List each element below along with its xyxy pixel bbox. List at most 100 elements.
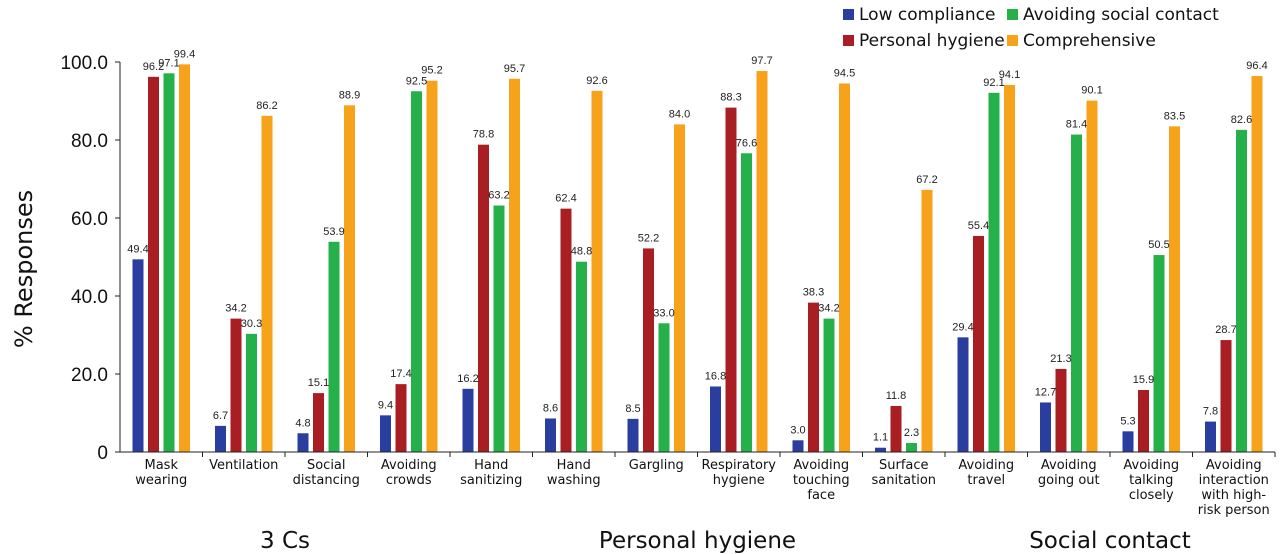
data-label: 17.4 [390, 368, 411, 380]
bar [163, 73, 175, 452]
bar [643, 248, 654, 452]
data-label: 33.0 [653, 307, 674, 319]
data-label: 52.2 [638, 232, 659, 244]
bar [627, 418, 639, 452]
x-tick-label: Mask [145, 458, 179, 473]
bar [493, 205, 505, 452]
data-label: 92.1 [983, 77, 1004, 89]
data-label: 8.6 [543, 402, 558, 414]
data-label: 62.4 [555, 193, 576, 205]
data-label: 63.2 [488, 190, 509, 202]
data-label: 67.2 [916, 174, 937, 186]
bar [576, 261, 587, 452]
y-tick-label: 60.0 [71, 209, 108, 230]
bar [426, 80, 438, 452]
x-tick-label: Surface [879, 458, 929, 473]
data-label: 55.4 [968, 220, 989, 232]
data-label: 15.9 [1133, 374, 1154, 386]
data-label: 97.1 [158, 57, 179, 69]
bar [380, 415, 391, 452]
bar [509, 78, 520, 453]
bar [808, 302, 819, 452]
data-label: 30.3 [241, 318, 262, 330]
legend-swatch [1007, 35, 1018, 46]
data-label: 49.4 [127, 243, 148, 255]
x-tick-label: wearing [135, 473, 187, 488]
x-tick-label: with high- [1201, 488, 1266, 503]
bar [756, 70, 768, 452]
data-label: 99.4 [174, 48, 195, 60]
bar [1071, 134, 1082, 453]
group-label: 3 Cs [260, 528, 310, 554]
legend-label: Comprehensive [1023, 31, 1156, 51]
bar [344, 105, 355, 452]
data-label: 15.1 [308, 377, 329, 389]
x-tick-label: Avoiding [1041, 458, 1097, 473]
x-tick-label: travel [967, 473, 1005, 488]
data-label: 5.3 [1120, 415, 1135, 427]
x-tick-label: Avoiding [1123, 458, 1179, 473]
bar [1205, 421, 1216, 452]
bar [710, 386, 721, 452]
bar [741, 153, 752, 452]
x-tick-label: hygiene [713, 473, 765, 488]
bar [313, 393, 324, 452]
bar [478, 144, 489, 452]
data-label: 21.3 [1050, 353, 1071, 365]
legend-swatch [843, 9, 854, 20]
data-label: 94.5 [834, 67, 855, 79]
data-label: 86.2 [256, 100, 277, 112]
data-label: 96.4 [1246, 60, 1267, 72]
data-label: 38.3 [803, 287, 824, 299]
y-tick-label: 20.0 [71, 365, 108, 386]
bar [132, 259, 144, 452]
bar [215, 425, 226, 452]
data-label: 95.2 [421, 65, 442, 77]
data-label: 34.2 [818, 303, 839, 315]
x-tick-label: talking [1129, 473, 1173, 488]
bar [906, 443, 917, 452]
bar [1004, 85, 1015, 452]
bar [1220, 340, 1232, 452]
x-tick-label: Avoiding [1206, 458, 1262, 473]
data-label: 95.7 [504, 63, 525, 75]
data-label: 92.6 [586, 75, 607, 87]
legend-swatch [843, 35, 854, 46]
data-label: 2.3 [904, 427, 919, 439]
x-tick-label: sanitation [871, 473, 936, 488]
bar [1122, 431, 1134, 452]
bar [1040, 402, 1051, 452]
data-label: 16.8 [705, 370, 726, 382]
x-tick-label: Respiratory [702, 458, 777, 473]
data-label: 81.4 [1066, 119, 1087, 131]
category-groups: 3 Cs Personal hygiene Social contact [260, 528, 1191, 554]
bar [973, 235, 984, 452]
bar [792, 440, 804, 452]
value-labels: 49.4 96.297.199.4 6.7 34.2 30.3 86.2 4.8 15.1 53… [127, 48, 1267, 443]
data-label: 53.9 [323, 226, 344, 238]
data-label: 50.5 [1148, 239, 1169, 251]
x-tick-label: washing [547, 473, 601, 488]
bar [1251, 76, 1263, 452]
bar [1153, 255, 1165, 452]
x-tick-label: Social [307, 458, 346, 473]
data-label: 88.9 [339, 89, 360, 101]
data-label: 90.1 [1081, 85, 1102, 97]
x-tick-label: Avoiding [958, 458, 1014, 473]
x-tick-label: sanitizing [460, 473, 522, 488]
x-tick-label: going out [1038, 473, 1100, 488]
data-label: 94.1 [999, 69, 1020, 81]
data-label: 82.6 [1231, 114, 1252, 126]
bars [132, 64, 1263, 453]
bar [395, 384, 407, 452]
bar [1169, 126, 1180, 452]
bar [560, 208, 572, 452]
data-label: 96.2 [143, 61, 164, 73]
group-label: Personal hygiene [599, 528, 796, 554]
bar [148, 76, 159, 452]
bar [1138, 389, 1149, 452]
data-label: 34.2 [225, 303, 246, 315]
data-label: 97.7 [751, 55, 772, 67]
